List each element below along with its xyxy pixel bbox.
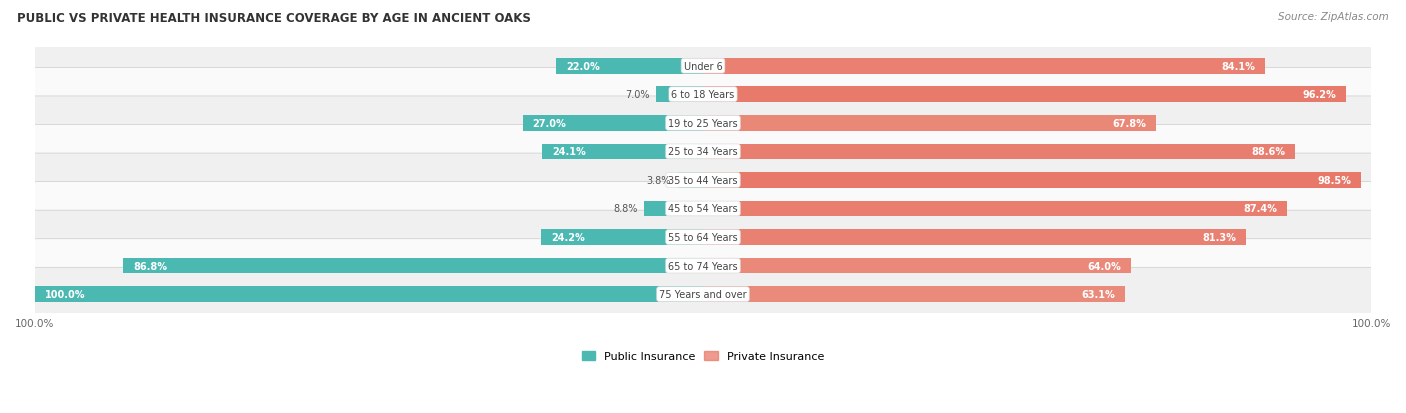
Text: 7.0%: 7.0% <box>626 90 650 100</box>
FancyBboxPatch shape <box>31 40 1375 93</box>
Text: 8.8%: 8.8% <box>613 204 637 214</box>
Text: 88.6%: 88.6% <box>1251 147 1285 157</box>
Text: 96.2%: 96.2% <box>1302 90 1336 100</box>
Bar <box>703 258 1130 274</box>
Bar <box>703 59 1265 74</box>
FancyBboxPatch shape <box>31 154 1375 207</box>
Bar <box>35 287 703 302</box>
Text: 64.0%: 64.0% <box>1087 261 1121 271</box>
Text: 75 Years and over: 75 Years and over <box>659 290 747 299</box>
Bar <box>555 59 703 74</box>
Legend: Public Insurance, Private Insurance: Public Insurance, Private Insurance <box>578 347 828 366</box>
Bar <box>541 144 703 160</box>
FancyBboxPatch shape <box>31 125 1375 179</box>
Text: 19 to 25 Years: 19 to 25 Years <box>668 119 738 128</box>
Text: 25 to 34 Years: 25 to 34 Years <box>668 147 738 157</box>
Text: 45 to 54 Years: 45 to 54 Years <box>668 204 738 214</box>
Text: PUBLIC VS PRIVATE HEALTH INSURANCE COVERAGE BY AGE IN ANCIENT OAKS: PUBLIC VS PRIVATE HEALTH INSURANCE COVER… <box>17 12 530 25</box>
FancyBboxPatch shape <box>31 97 1375 150</box>
Bar <box>703 144 1295 160</box>
Text: 65 to 74 Years: 65 to 74 Years <box>668 261 738 271</box>
Bar <box>703 87 1346 103</box>
FancyBboxPatch shape <box>31 182 1375 236</box>
Text: 67.8%: 67.8% <box>1112 119 1146 128</box>
Bar <box>657 87 703 103</box>
Text: 22.0%: 22.0% <box>567 62 600 71</box>
Bar <box>703 116 1156 131</box>
Bar <box>541 230 703 245</box>
Text: 55 to 64 Years: 55 to 64 Years <box>668 233 738 242</box>
Bar <box>703 201 1286 217</box>
Text: Source: ZipAtlas.com: Source: ZipAtlas.com <box>1278 12 1389 22</box>
FancyBboxPatch shape <box>31 68 1375 122</box>
FancyBboxPatch shape <box>31 268 1375 321</box>
Bar <box>523 116 703 131</box>
Text: 98.5%: 98.5% <box>1317 176 1351 185</box>
Text: 100.0%: 100.0% <box>45 290 86 299</box>
Text: 24.1%: 24.1% <box>553 147 586 157</box>
Text: Under 6: Under 6 <box>683 62 723 71</box>
FancyBboxPatch shape <box>31 239 1375 293</box>
Bar <box>703 173 1361 188</box>
Text: 35 to 44 Years: 35 to 44 Years <box>668 176 738 185</box>
Text: 86.8%: 86.8% <box>134 261 167 271</box>
Text: 81.3%: 81.3% <box>1202 233 1236 242</box>
Text: 84.1%: 84.1% <box>1222 62 1256 71</box>
Text: 63.1%: 63.1% <box>1081 290 1115 299</box>
FancyBboxPatch shape <box>31 211 1375 264</box>
Text: 6 to 18 Years: 6 to 18 Years <box>672 90 734 100</box>
Text: 3.8%: 3.8% <box>647 176 671 185</box>
Bar <box>644 201 703 217</box>
Bar <box>703 287 1125 302</box>
Bar <box>122 258 703 274</box>
Bar <box>703 230 1246 245</box>
Bar <box>678 173 703 188</box>
Text: 27.0%: 27.0% <box>533 119 567 128</box>
Text: 87.4%: 87.4% <box>1243 204 1277 214</box>
Text: 24.2%: 24.2% <box>551 233 585 242</box>
